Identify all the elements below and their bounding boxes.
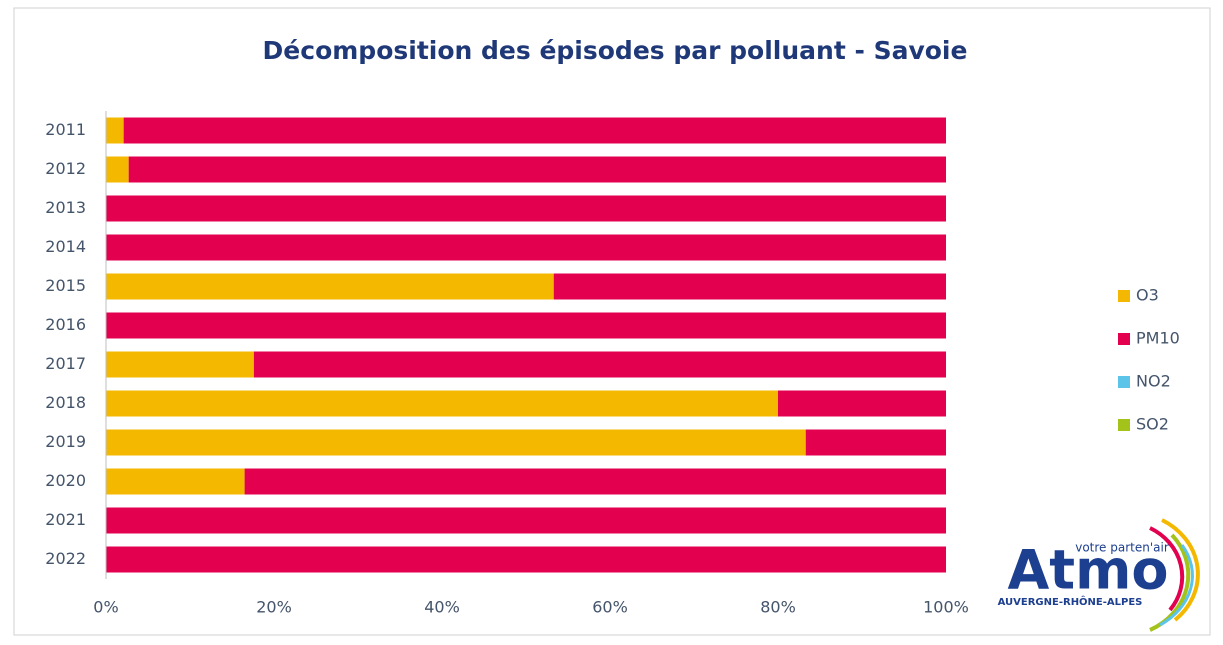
x-tick-label: 80% — [760, 598, 796, 617]
bar-segment — [106, 507, 946, 534]
bar-segment — [106, 195, 946, 222]
legend-swatch — [1118, 419, 1130, 431]
y-tick-label: 2015 — [45, 276, 86, 295]
bar-segment — [106, 117, 124, 144]
bar-segment — [553, 273, 946, 300]
bar-segment — [805, 429, 946, 456]
bar-segment — [253, 351, 947, 378]
y-tick-label: 2019 — [45, 432, 86, 451]
logo-arc — [1161, 518, 1200, 622]
y-tick-label: 2020 — [45, 471, 86, 490]
chart-title: Décomposition des épisodes par polluant … — [263, 36, 968, 65]
legend-label: O3 — [1136, 286, 1159, 305]
y-tick-label: 2016 — [45, 315, 86, 334]
bar-segment — [106, 156, 129, 183]
legend-swatch — [1118, 290, 1130, 302]
y-tick-label: 2021 — [45, 510, 86, 529]
bar-segment — [778, 390, 946, 417]
bar-segment — [106, 546, 946, 573]
bar-segment — [106, 273, 554, 300]
y-tick-label: 2022 — [45, 549, 86, 568]
x-tick-label: 0% — [93, 598, 118, 617]
bar-segment — [244, 468, 947, 495]
bar-segment — [106, 312, 946, 339]
y-tick-label: 2012 — [45, 159, 86, 178]
y-tick-label: 2017 — [45, 354, 86, 373]
legend-swatch — [1118, 376, 1130, 388]
logo: votre parten'air Atmo AUVERGNE-RHÔNE-ALP… — [998, 518, 1200, 632]
y-tick-label: 2013 — [45, 198, 86, 217]
bar-segment — [106, 429, 806, 456]
x-tick-label: 60% — [592, 598, 628, 617]
bar-segment — [106, 390, 778, 417]
x-tick-label: 40% — [424, 598, 460, 617]
y-tick-label: 2018 — [45, 393, 86, 412]
logo-tagline: votre parten'air — [1075, 541, 1169, 555]
y-tick-label: 2011 — [45, 120, 86, 139]
logo-arc — [1159, 544, 1194, 627]
bar-segment — [106, 234, 946, 261]
x-tick-label: 20% — [256, 598, 292, 617]
x-tick-label: 100% — [923, 598, 969, 617]
y-tick-label: 2014 — [45, 237, 86, 256]
logo-region: AUVERGNE-RHÔNE-ALPES — [998, 595, 1143, 608]
legend-label: PM10 — [1136, 329, 1180, 348]
legend-swatch — [1118, 333, 1130, 345]
legend-label: NO2 — [1136, 372, 1171, 391]
logo-name: Atmo — [1008, 539, 1169, 602]
bar-segment — [106, 351, 254, 378]
logo-arc — [1149, 526, 1185, 612]
bar-segment — [106, 468, 245, 495]
bar-segment — [123, 117, 946, 144]
legend-label: SO2 — [1136, 415, 1169, 434]
bar-segment — [128, 156, 946, 183]
